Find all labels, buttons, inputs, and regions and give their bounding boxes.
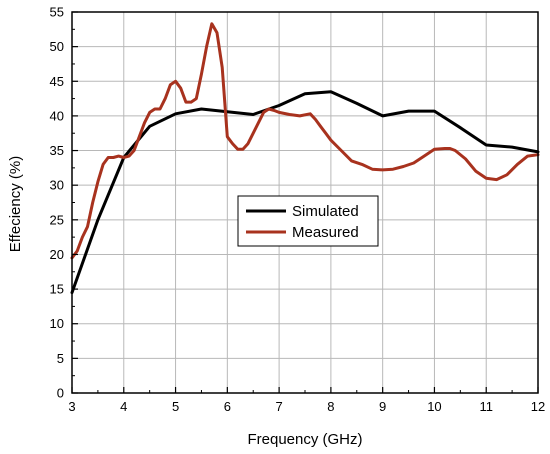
x-tick-label: 8 xyxy=(327,399,334,414)
y-tick-label: 10 xyxy=(50,316,64,331)
x-axis-title: Frequency (GHz) xyxy=(247,431,362,448)
y-axis-title: Effeciency (%) xyxy=(7,156,24,252)
x-tick-label: 4 xyxy=(120,399,127,414)
y-tick-label: 55 xyxy=(50,5,64,20)
legend-label-simulated: Simulated xyxy=(292,203,359,220)
x-tick-label: 3 xyxy=(68,399,75,414)
y-tick-label: 40 xyxy=(50,108,64,123)
x-tick-label: 9 xyxy=(379,399,386,414)
y-tick-label: 50 xyxy=(50,39,64,54)
series-group xyxy=(70,22,540,295)
x-tick-label: 12 xyxy=(531,399,545,414)
x-tick-label: 11 xyxy=(479,399,493,414)
x-tick-label: 7 xyxy=(275,399,282,414)
y-tick-label: 35 xyxy=(50,143,64,158)
x-tick-label: 10 xyxy=(427,399,441,414)
y-tick-label: 45 xyxy=(50,74,64,89)
y-tick-label: 25 xyxy=(50,212,64,227)
y-tick-label: 30 xyxy=(50,178,64,193)
y-tick-label: 20 xyxy=(50,247,64,262)
x-tick-label: 6 xyxy=(224,399,231,414)
y-tick-label: 5 xyxy=(57,351,64,366)
axis-ticks xyxy=(71,11,539,394)
series-line-simulated xyxy=(70,90,540,295)
y-tick-label: 15 xyxy=(50,282,64,297)
legend: Simulated Measured xyxy=(237,195,379,247)
legend-box xyxy=(237,195,379,247)
series-line-measured xyxy=(70,22,540,260)
legend-label-measured: Measured xyxy=(292,224,359,241)
x-tick-label: 5 xyxy=(172,399,179,414)
y-tick-label: 0 xyxy=(57,386,64,401)
